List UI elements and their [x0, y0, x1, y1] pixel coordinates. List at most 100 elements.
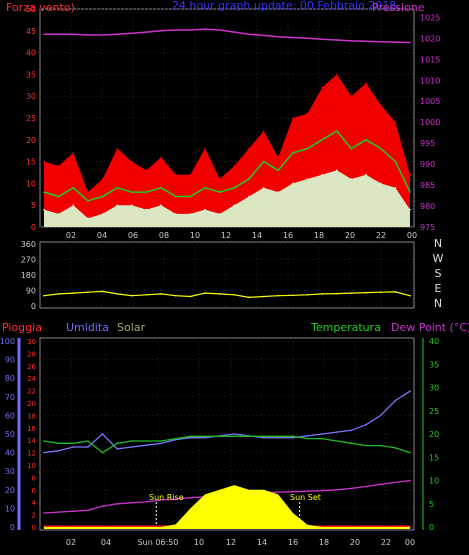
series-gust-point: [175, 173, 177, 176]
temperature-y-tick: 30: [429, 384, 439, 393]
wind-x-tick: 00: [407, 231, 417, 240]
series-gust-point: [365, 82, 367, 84]
series-humidity-point: [379, 414, 382, 417]
temperature-y-tick: 25: [429, 407, 439, 416]
direction-y-tick: 360: [21, 240, 36, 249]
wind-y-tick: 30: [26, 92, 36, 101]
rain-y-tick: 14: [27, 437, 36, 445]
direction-y-tick: 180: [21, 271, 36, 280]
wind-title: 24 hour graph update: 00 Febbraio 2018: [172, 0, 396, 12]
rain-y-tick: 4: [32, 499, 37, 507]
series-temperature-point: [131, 440, 133, 442]
series-dewpoint-point: [350, 487, 353, 490]
rain-y-tick: 18: [27, 412, 36, 420]
series-direction-point: [116, 293, 118, 295]
series-dewpoint-point: [87, 509, 89, 512]
series-direction-point: [277, 294, 280, 297]
temperature-y-tick: 15: [429, 453, 439, 462]
series-dewpoint-point: [145, 501, 148, 503]
pressure-y-tick: 1005: [420, 97, 440, 106]
series-humidity-point: [145, 444, 148, 447]
series-direction-point: [204, 292, 206, 294]
series-temperature-point: [189, 435, 192, 438]
wind-x-tick: 10: [190, 231, 200, 240]
series-temperature-point: [116, 442, 118, 445]
direction-compass-label: N: [434, 237, 442, 250]
direction-marks: [43, 290, 411, 299]
wind-x-tick: 08: [159, 231, 169, 240]
series-gust-point: [336, 73, 338, 76]
series-gust-point: [43, 160, 45, 163]
series-temperature-point: [175, 437, 177, 440]
series-direction-point: [189, 295, 192, 298]
rain-y-tick: 6: [32, 487, 37, 495]
series-direction-point: [409, 294, 411, 297]
series-humidity-point: [394, 399, 397, 402]
series-temperature-point: [262, 435, 265, 438]
series-direction-point: [233, 294, 236, 296]
series-gust-point: [321, 86, 324, 89]
wind-y-tick: 50: [26, 5, 36, 14]
direction-y-tick: 0: [31, 302, 36, 311]
series-humidity-point: [277, 436, 280, 439]
series-gust-point: [233, 165, 236, 167]
sunrise-label: Sun Rise: [149, 493, 184, 502]
direction-y-tick: 270: [21, 256, 36, 265]
humidity-y-tick: 80: [5, 374, 15, 383]
series-direction-point: [101, 290, 104, 293]
rain-y-tick: 10: [27, 462, 36, 470]
wind-y-tick: 45: [26, 27, 36, 36]
wind-left-label: Forza vento): [6, 1, 75, 14]
series-direction-point: [394, 291, 397, 293]
series-humidity-point: [336, 431, 338, 433]
series-humidity-point: [87, 446, 89, 448]
humidity-y-tick: 20: [5, 486, 15, 495]
series-dewpoint-point: [394, 481, 397, 484]
wind-y-tick: 10: [26, 179, 36, 188]
series-temperature-point: [292, 435, 294, 438]
series-direction-point: [336, 292, 338, 295]
series-gust-point: [57, 165, 60, 167]
wind-y-tick: 20: [26, 136, 36, 145]
temp-ticks: 0102030405060708090100024681012141618202…: [0, 337, 439, 547]
dewpoint-title: Dew Point (°C): [391, 321, 469, 334]
series-temperature-point: [145, 440, 148, 442]
series-temperature-point: [306, 437, 309, 440]
temp-marks: [43, 390, 411, 529]
series-temperature-point: [204, 435, 206, 438]
series-direction-point: [248, 296, 250, 299]
series-dewpoint-point: [116, 503, 118, 505]
series-temperature-point: [57, 442, 60, 445]
series-direction-line: [43, 290, 411, 299]
series-temperature-point: [394, 447, 397, 449]
rain-y-tick: 22: [27, 388, 36, 396]
series-direction-point: [218, 293, 221, 295]
series-gust-point: [218, 178, 221, 180]
series-temperature-line: [43, 435, 411, 454]
series-dewpoint-point: [336, 489, 338, 491]
wind-x-tick: 04: [97, 231, 107, 240]
series-temperature-point: [101, 451, 104, 454]
series-humidity-point: [43, 451, 45, 454]
series-humidity-point: [321, 433, 324, 435]
sunset-label: Sun Set: [290, 493, 321, 502]
series-direction-point: [350, 292, 353, 294]
series-temperature-point: [277, 435, 280, 438]
pressure-y-tick: 1025: [420, 13, 440, 22]
series-dewpoint-point: [72, 510, 75, 512]
temperature-y-tick: 35: [429, 360, 439, 369]
series-gust-point: [116, 147, 118, 150]
temperature-y-tick: 40: [429, 337, 439, 346]
series-gust-point: [87, 191, 89, 193]
series-direction-point: [145, 294, 148, 296]
direction-y-tick: 90: [26, 287, 36, 296]
wind-x-tick: 22: [376, 231, 386, 240]
series-gust-point: [292, 117, 294, 119]
series-dewpoint-point: [365, 485, 367, 488]
series-avg-line: [43, 130, 411, 202]
series-humidity-point: [101, 433, 104, 435]
direction-compass-label: S: [435, 267, 442, 280]
series-gust-point: [248, 147, 250, 150]
series-direction-point: [131, 294, 133, 297]
